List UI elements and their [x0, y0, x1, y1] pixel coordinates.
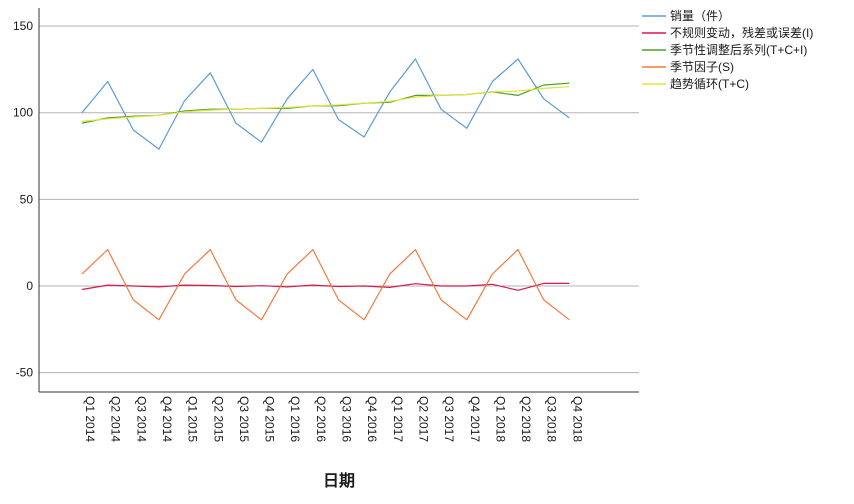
series-lines [81, 58, 570, 321]
y-tick-label: 50 [20, 192, 34, 206]
x-tick-label: Q3 2017 [442, 396, 456, 442]
x-tick-label: Q1 2017 [391, 396, 405, 442]
x-tick-label: Q4 2018 [570, 396, 584, 442]
y-tick-label: -50 [16, 366, 34, 380]
legend-label: 季节因子(S) [670, 60, 734, 74]
legend-label: 不规则变动，残差或误差(I) [670, 25, 813, 40]
x-tick-label: Q2 2016 [314, 396, 328, 442]
series-line [81, 82, 570, 124]
x-tick-label: Q2 2015 [211, 396, 225, 442]
y-tick-label: 0 [26, 279, 33, 293]
series-line [81, 249, 570, 321]
axes [38, 8, 639, 393]
x-tick-label: Q1 2014 [83, 396, 97, 442]
y-tick-label: 150 [13, 19, 33, 33]
x-tick-label: Q2 2018 [519, 396, 533, 442]
series-line [81, 86, 570, 122]
legend-label: 季节性调整后系列(T+C+I) [670, 42, 807, 57]
grid-lines [39, 25, 639, 374]
series-line [81, 58, 570, 150]
x-tick-label: Q1 2018 [493, 396, 507, 442]
y-tick-labels: -50 0 50 100 150 [13, 19, 33, 380]
legend: 销量（件） 不规则变动，残差或误差(I) 季节性调整后系列(T+C+I) 季节因子(S… [642, 9, 813, 91]
legend-label: 销量（件） [670, 9, 730, 23]
y-tick-label: 100 [13, 106, 33, 120]
x-tick-label: Q3 2014 [134, 396, 148, 442]
x-tick-label: Q3 2015 [237, 396, 251, 442]
x-tick-label: Q1 2016 [288, 396, 302, 442]
x-tick-labels: Q1 2014 Q2 2014 Q3 2014 Q4 2014 Q1 2015 Q2 20… [83, 396, 584, 442]
x-tick-label: Q3 2018 [545, 396, 559, 442]
x-tick-label: Q4 2017 [468, 396, 482, 442]
x-tick-label: Q4 2016 [365, 396, 379, 442]
x-tick-label: Q2 2014 [109, 396, 123, 442]
series-line [81, 282, 570, 291]
x-tick-label: Q3 2016 [340, 396, 354, 442]
x-tick-label: Q4 2015 [263, 396, 277, 442]
x-tick-label: Q2 2017 [416, 396, 430, 442]
x-axis-label: 日期 [323, 471, 355, 490]
x-tick-label: Q1 2015 [186, 396, 200, 442]
legend-label: 趋势循环(T+C) [670, 77, 749, 91]
x-tick-label: Q4 2014 [160, 396, 174, 442]
